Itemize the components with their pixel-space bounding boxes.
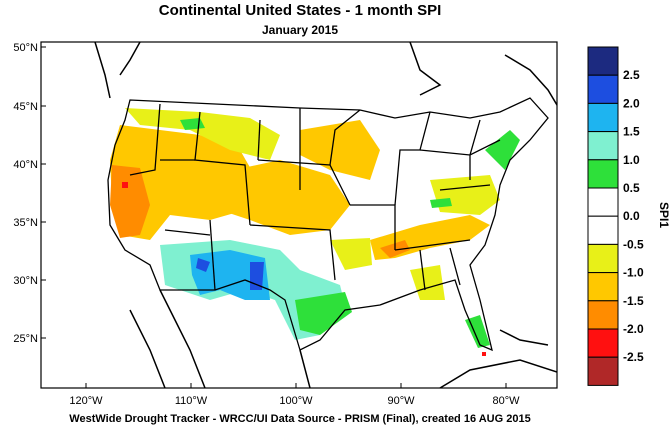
lon-label-100: 100°W xyxy=(279,395,313,407)
footer-credit: WestWide Drought Tracker - WRCC/UI Data … xyxy=(69,413,531,425)
colorbar-label: -1.5 xyxy=(623,294,644,308)
colorbar-label: -0.5 xyxy=(623,237,644,251)
colorbar-segment xyxy=(587,46,619,76)
colorbar-segment xyxy=(587,102,619,133)
colorbar-segment xyxy=(587,328,619,358)
lat-ticks xyxy=(41,46,46,339)
colorbar-segment xyxy=(587,159,619,189)
colorbar-segment xyxy=(587,131,619,161)
lat-labels: 50°N 45°N 40°N 35°N 30°N 25°N xyxy=(13,42,38,345)
colorbar-segment xyxy=(587,300,619,330)
colorbar-label: 0.0 xyxy=(623,209,640,223)
colorbar-segment xyxy=(587,74,619,104)
coastlines xyxy=(94,42,557,388)
lat-label-30: 30°N xyxy=(13,275,38,287)
lat-label-25: 25°N xyxy=(13,333,38,345)
lon-label-80: 80°W xyxy=(492,395,520,407)
colorbar-label: -1.0 xyxy=(623,266,644,280)
colorbar-label: 2.0 xyxy=(623,96,640,110)
colorbar-label: 1.5 xyxy=(623,125,640,139)
lon-label-90: 90°W xyxy=(387,395,415,407)
lat-label-50: 50°N xyxy=(13,42,38,54)
colorbar-label: 0.5 xyxy=(623,181,640,195)
state-boundaries xyxy=(107,97,549,352)
lon-label-110: 110°W xyxy=(175,395,208,407)
colorbar-segment xyxy=(587,243,619,274)
colorbar-label: -2.0 xyxy=(623,322,644,336)
colorbar-segment xyxy=(587,215,619,245)
map-subtitle: January 2015 xyxy=(261,23,339,37)
map-title: Continental United States - 1 month SPI xyxy=(158,2,442,19)
colorbar-segment xyxy=(587,187,619,217)
lon-ticks xyxy=(85,383,507,388)
lat-label-40: 40°N xyxy=(13,159,38,171)
colorbar-segment xyxy=(587,272,619,302)
colorbar-label: -2.5 xyxy=(623,350,644,364)
lat-label-35: 35°N xyxy=(13,217,38,229)
lon-labels: 120°W 110°W 100°W 90°W 80°W xyxy=(69,395,520,407)
colorbar-label: 2.5 xyxy=(623,68,640,82)
colorbar-title: SPI1 xyxy=(657,202,670,228)
colorbar-label: 1.0 xyxy=(623,153,640,167)
spi-patches xyxy=(110,108,520,356)
map-content xyxy=(94,42,557,388)
lat-label-45: 45°N xyxy=(13,101,38,113)
spi-colorbar: 2.5 2.0 1.5 1.0 0.5 0.0 -0.5 -1.0 -1.5 -2.0 -2.5 xyxy=(587,46,644,386)
lon-label-120: 120°W xyxy=(69,395,103,407)
colorbar-segment xyxy=(587,356,619,386)
